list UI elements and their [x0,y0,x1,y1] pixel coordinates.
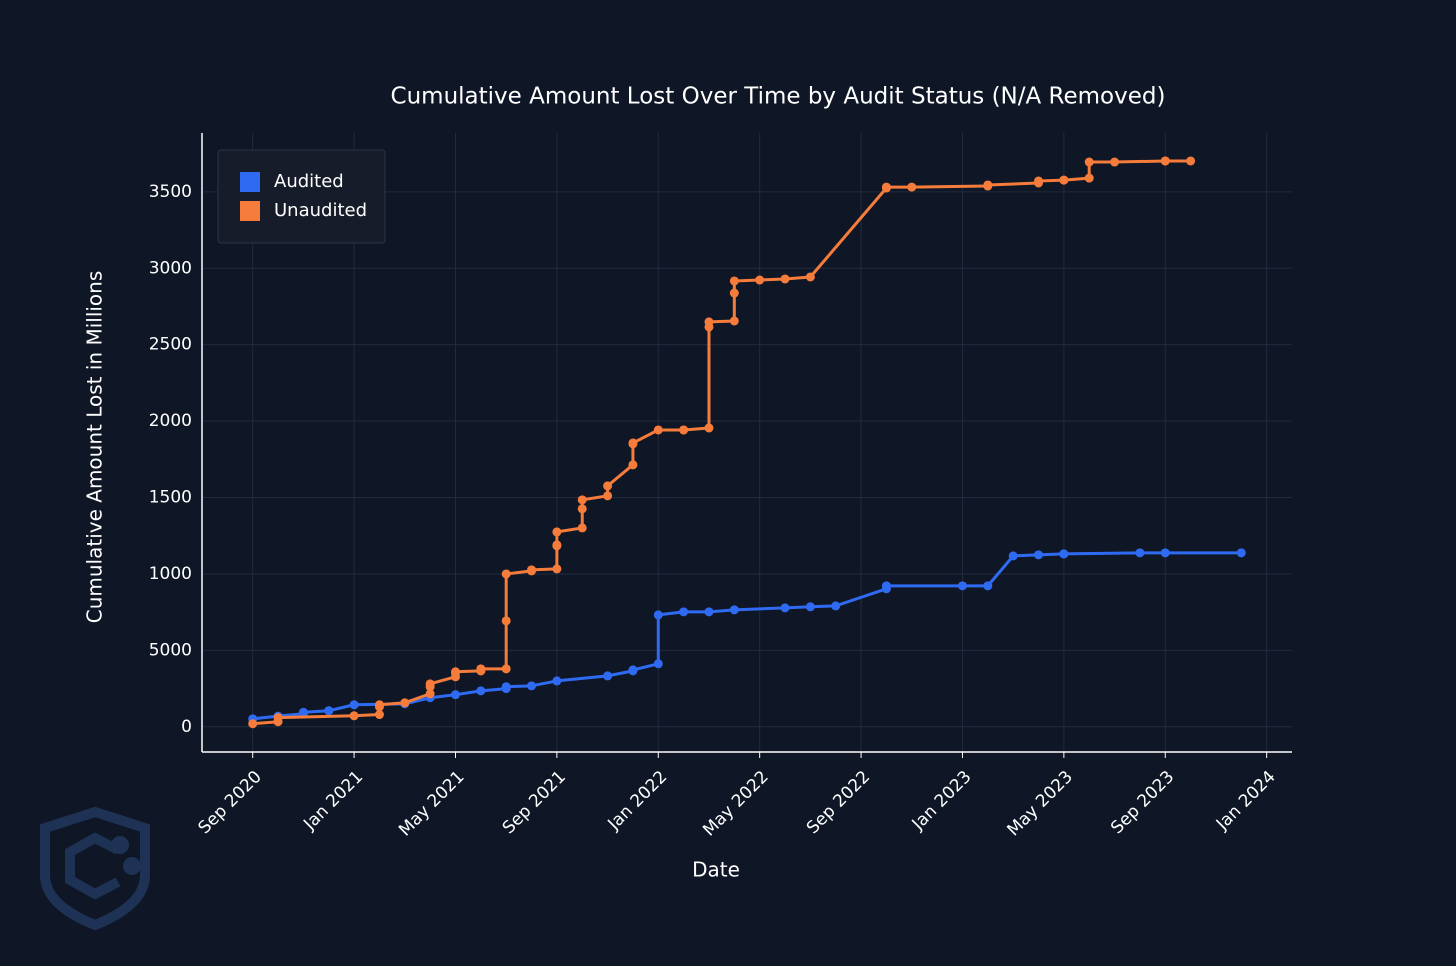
data-point [349,711,359,721]
data-point [1186,156,1196,166]
data-point [603,491,613,501]
data-point [729,276,739,286]
legend-box [217,149,386,244]
data-point [374,700,384,710]
data-point [907,182,917,192]
legend-swatch [240,201,260,221]
data-point [273,713,283,723]
data-point [983,180,993,190]
data-point [501,616,511,626]
data-point [881,182,891,192]
data-point [704,423,714,433]
data-point [983,581,993,591]
data-point [1008,551,1018,561]
data-point [704,607,714,617]
data-point [603,671,613,681]
data-point [1160,156,1170,166]
data-point [653,659,663,669]
data-point [679,607,689,617]
y-tick-label: 0 [181,717,192,737]
data-point [501,664,511,674]
data-point [1034,550,1044,560]
data-point [780,603,790,613]
data-point [1084,173,1094,183]
data-point [603,481,613,491]
data-point [577,523,587,533]
data-point [957,581,967,591]
y-tick-label: 1000 [149,564,192,584]
data-point [1135,548,1145,558]
chart-title: Cumulative Amount Lost Over Time by Audi… [391,84,1166,110]
data-point [1110,157,1120,167]
data-point [450,667,460,677]
legend-swatch [240,172,260,192]
data-point [501,682,511,692]
data-point [805,272,815,282]
y-tick-label: 2000 [149,411,192,431]
data-point [552,540,562,550]
data-point [552,564,562,574]
data-point [729,288,739,298]
y-tick-label: 1500 [149,488,192,508]
data-point [755,275,765,285]
data-point [298,707,308,717]
data-point [679,425,689,435]
data-point [1236,548,1246,558]
legend-label: Unaudited [274,200,367,221]
data-point [653,610,663,620]
data-point [831,601,841,611]
data-point [552,676,562,686]
data-point [501,569,511,579]
data-point [476,686,486,696]
data-point [1084,157,1094,167]
data-point [577,495,587,505]
data-point [450,690,460,700]
logo [40,806,150,931]
data-point [349,700,359,710]
y-tick-label: 2500 [149,335,192,355]
data-point [374,710,384,720]
data-point [628,460,638,470]
data-point [577,504,587,514]
y-axis-label: Cumulative Amount Lost in Millions [83,271,107,624]
legend-label: Audited [274,171,344,192]
data-point [1059,549,1069,559]
data-point [476,664,486,674]
data-point [805,602,815,612]
data-point [729,316,739,326]
data-point [425,689,435,699]
data-point [248,719,258,729]
data-point [628,438,638,448]
data-point [780,274,790,284]
data-point [881,581,891,591]
data-point [704,317,714,327]
data-point [400,698,410,708]
data-point [729,605,739,615]
y-tick-label: 3500 [149,182,192,202]
y-tick-label: 5000 [149,640,192,660]
x-axis-label: Date [692,858,740,882]
data-point [1160,548,1170,558]
data-point [324,706,334,716]
data-point [552,527,562,537]
data-point [425,679,435,689]
legend: Audited Unaudited [217,149,386,244]
data-point [1059,175,1069,185]
data-point [527,565,537,575]
data-point [1034,176,1044,186]
data-point [628,665,638,675]
y-tick-label: 3000 [149,258,192,278]
data-point [653,425,663,435]
data-point [527,681,537,691]
